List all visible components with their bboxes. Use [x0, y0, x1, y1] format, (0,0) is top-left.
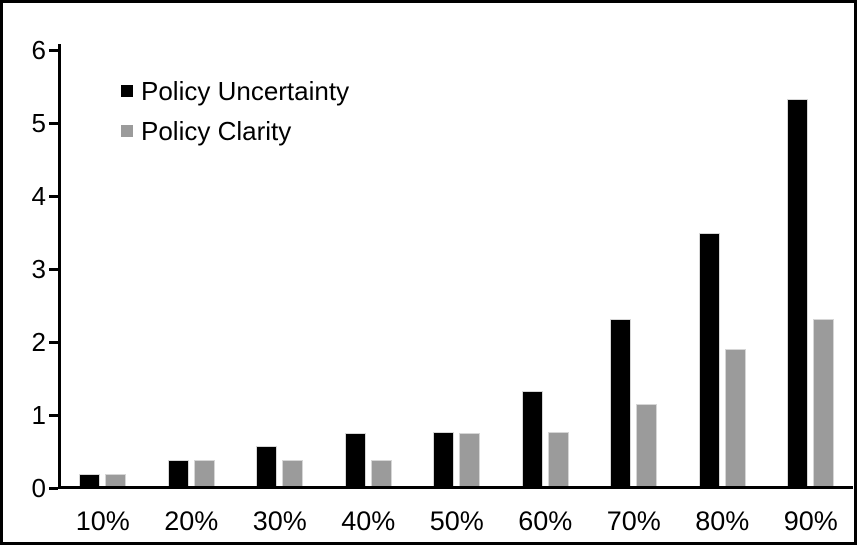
bar-policy-clarity-30% [282, 460, 304, 488]
x-axis-tick-label: 20% [164, 506, 219, 536]
y-axis-tick-label: 3 [31, 254, 46, 284]
legend: Policy Uncertainty Policy Clarity [121, 77, 349, 157]
bar-policy-uncertainty-80% [698, 232, 720, 488]
legend-item-policy-clarity: Policy Clarity [121, 117, 349, 145]
x-axis-tick-label: 70% [606, 506, 661, 536]
bar-policy-clarity-60% [547, 431, 569, 488]
y-axis-tick [49, 121, 58, 125]
legend-swatch-policy-clarity [121, 125, 133, 137]
x-axis-tick-label: 50% [429, 506, 484, 536]
bar-policy-clarity-50% [459, 432, 481, 488]
x-axis-tick-label: 80% [695, 506, 750, 536]
x-axis-tick-label: 40% [341, 506, 396, 536]
bar-policy-uncertainty-70% [610, 319, 632, 488]
bar-policy-uncertainty-30% [256, 446, 278, 488]
bar-policy-clarity-40% [370, 460, 392, 488]
x-axis-tick-label: 10% [75, 506, 130, 536]
bar-policy-clarity-10% [105, 474, 127, 488]
bar-policy-uncertainty-20% [167, 460, 189, 488]
x-axis-tick-label: 90% [783, 506, 838, 536]
y-axis-tick [49, 340, 58, 344]
y-axis-tick-label: 1 [31, 400, 46, 430]
y-axis-tick [49, 194, 58, 198]
y-axis-tick-label: 4 [31, 181, 46, 211]
bar-policy-uncertainty-60% [521, 390, 543, 488]
y-axis-tick [49, 413, 58, 417]
y-axis-tick [49, 48, 58, 52]
bar-policy-clarity-80% [724, 349, 746, 488]
y-axis-tick-label: 2 [31, 327, 46, 357]
legend-label: Policy Clarity [141, 116, 292, 146]
legend-item-policy-uncertainty: Policy Uncertainty [121, 77, 349, 105]
y-axis-tick [49, 486, 58, 490]
bar-policy-uncertainty-40% [344, 432, 366, 488]
bar-policy-clarity-70% [636, 404, 658, 488]
y-axis-line [58, 44, 61, 489]
y-axis-tick-label: 0 [31, 473, 46, 503]
legend-label: Policy Uncertainty [141, 76, 350, 106]
y-axis-tick-label: 6 [31, 35, 46, 65]
bar-policy-clarity-20% [193, 460, 215, 488]
x-axis-tick-label: 30% [252, 506, 307, 536]
x-axis-tick-label: 60% [518, 506, 573, 536]
y-axis-tick-label: 5 [31, 108, 46, 138]
y-axis-tick [49, 267, 58, 271]
bar-policy-uncertainty-50% [433, 431, 455, 488]
bar-policy-uncertainty-90% [787, 98, 809, 488]
x-axis-line [58, 486, 853, 489]
legend-swatch-policy-uncertainty [121, 85, 133, 97]
bar-policy-clarity-90% [813, 319, 835, 488]
bar-policy-uncertainty-10% [79, 474, 101, 488]
